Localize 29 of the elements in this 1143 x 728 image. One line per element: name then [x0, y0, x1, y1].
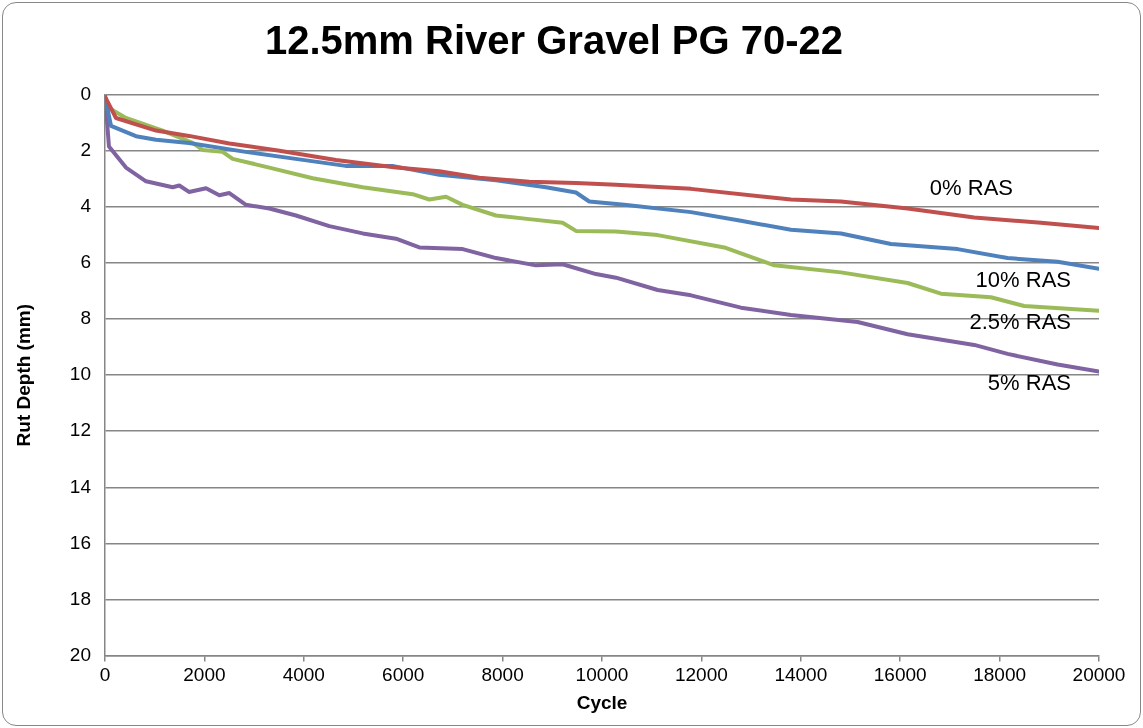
series-label: 0% RAS [929, 175, 1013, 201]
x-tick-label: 8000 [481, 664, 524, 686]
y-tick-label: 2 [80, 139, 91, 161]
y-tick-label: 6 [80, 251, 91, 273]
y-tick-label: 4 [80, 195, 92, 217]
y-tick-label: 8 [80, 307, 91, 329]
x-tick-label: 14000 [774, 664, 828, 686]
y-tick-label: 10 [69, 363, 91, 385]
x-tick-label: 18000 [973, 664, 1027, 686]
chart-title: 12.5mm River Gravel PG 70-22 [264, 18, 844, 63]
series-label: 10% RAS [975, 266, 1071, 292]
y-tick-label: 20 [69, 643, 91, 665]
x-tick-label: 4000 [282, 664, 325, 686]
x-tick-label: 2000 [183, 664, 226, 686]
x-tick-label: 6000 [382, 664, 425, 686]
y-tick-label: 0 [80, 83, 91, 105]
x-tick-label: 0 [99, 664, 111, 686]
y-tick-label: 14 [69, 475, 92, 497]
x-tick-label: 12000 [674, 664, 728, 686]
y-tick-label: 16 [69, 531, 91, 553]
y-tick-label: 12 [69, 419, 91, 441]
series-label: 2.5% RAS [969, 308, 1071, 334]
x-tick-label: 16000 [873, 664, 927, 686]
x-tick-label: 10000 [575, 664, 629, 686]
x-tick-label: 20000 [1072, 664, 1126, 686]
y-tick-label: 18 [69, 587, 91, 609]
x-axis-title: Cycle [576, 691, 628, 713]
series-label: 5% RAS [987, 369, 1071, 395]
y-axis-title: Rut Depth (mm) [12, 303, 34, 447]
